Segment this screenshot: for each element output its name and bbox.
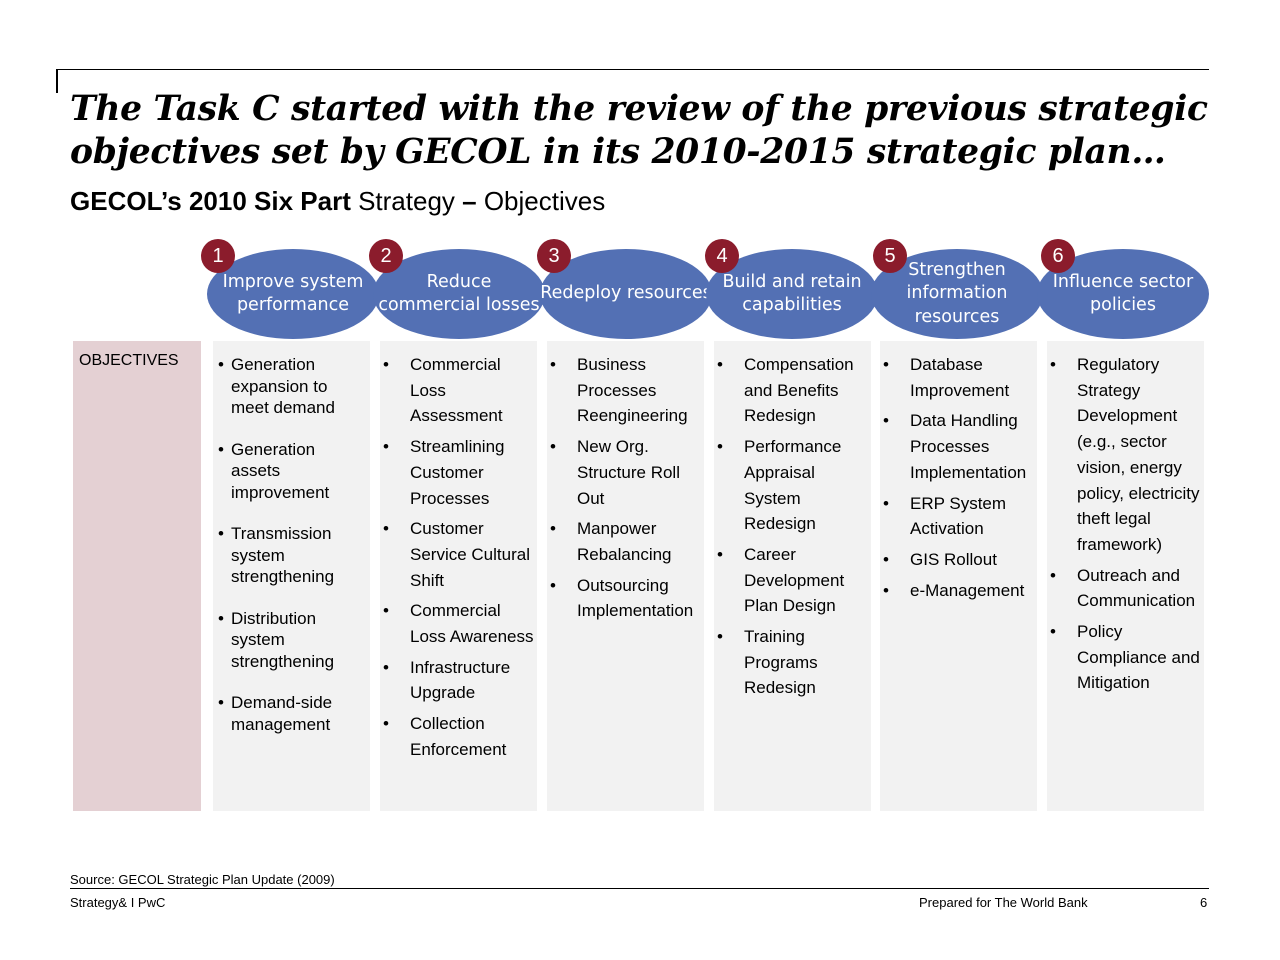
pillar-5-number-badge: 5	[873, 239, 907, 273]
slide-subtitle: GECOL’s 2010 Six Part Strategy – Objecti…	[70, 186, 605, 217]
list-item: Infrastructure Upgrade	[380, 655, 540, 706]
pillar-3-objectives: Business Processes Reengineering New Org…	[547, 352, 707, 629]
pillar-3-column: Business Processes Reengineering New Org…	[547, 341, 704, 811]
list-item: Data Handling Processes Implementation	[880, 408, 1037, 485]
pillar-2-number-badge: 2	[369, 239, 403, 273]
list-item: Customer Service Cultural Shift	[380, 516, 540, 593]
list-item: Transmission system strengthening	[218, 523, 368, 588]
list-item: e-Management	[880, 578, 1037, 604]
source-note: Source: GECOL Strategic Plan Update (200…	[70, 872, 335, 887]
pillar-2-objectives: Commercial Loss Assessment Streamlining …	[380, 352, 540, 768]
list-item: Career Development Plan Design	[714, 542, 871, 619]
pillar-1-column: Generation expansion to meet demand Gene…	[213, 341, 370, 811]
list-item: Distribution system strengthening	[218, 608, 368, 673]
footer-rule	[70, 888, 1209, 889]
objectives-label: OBJECTIVES	[79, 352, 179, 369]
list-item: Collection Enforcement	[380, 711, 540, 762]
top-rule	[56, 69, 1209, 70]
pillar-4-number-badge: 4	[705, 239, 739, 273]
pillar-1-objectives: Generation expansion to meet demand Gene…	[218, 354, 368, 755]
pillar-5-column: Database Improvement Data Handling Proce…	[880, 341, 1037, 811]
footer-prepared-for: Prepared for The World Bank	[919, 895, 1088, 910]
list-item: Commercial Loss Assessment	[380, 352, 540, 429]
list-item: Manpower Rebalancing	[547, 516, 707, 567]
slide-title: The Task C started with the review of th…	[70, 89, 1208, 172]
list-item: Performance Appraisal System Redesign	[714, 434, 871, 537]
subtitle-dash: –	[462, 186, 477, 216]
pillar-6-column: Regulatory Strategy Development (e.g., s…	[1047, 341, 1204, 811]
pillar-3-number-badge: 3	[537, 239, 571, 273]
top-rule-tick	[56, 69, 58, 93]
list-item: Regulatory Strategy Development (e.g., s…	[1047, 352, 1204, 558]
pillar-4-objectives: Compensation and Benefits Redesign Perfo…	[714, 352, 871, 706]
list-item: Compensation and Benefits Redesign	[714, 352, 871, 429]
list-item: Training Programs Redesign	[714, 624, 871, 701]
list-item: Streamlining Customer Processes	[380, 434, 540, 511]
list-item: Policy Compliance and Mitigation	[1047, 619, 1204, 696]
list-item: Demand-side management	[218, 692, 368, 735]
pillar-2-column: Commercial Loss Assessment Streamlining …	[380, 341, 537, 811]
list-item: Database Improvement	[880, 352, 1037, 403]
pillar-6-number-badge: 6	[1041, 239, 1075, 273]
pillar-1-oval: Improve system performance	[207, 249, 379, 339]
list-item: Generation assets improvement	[218, 439, 368, 504]
list-item: Generation expansion to meet demand	[218, 354, 368, 419]
pillar-5-objectives: Database Improvement Data Handling Proce…	[880, 352, 1037, 608]
subtitle-part-1: Strategy	[350, 186, 463, 216]
pillar-6-oval: Influence sector policies	[1037, 249, 1209, 339]
objectives-label-box: OBJECTIVES	[73, 341, 201, 811]
footer-brand: Strategy& I PwC	[70, 895, 166, 910]
pillar-2-oval: Reduce commercial losses	[373, 249, 545, 339]
list-item: GIS Rollout	[880, 547, 1037, 573]
pillar-4-column: Compensation and Benefits Redesign Perfo…	[714, 341, 871, 811]
list-item: Business Processes Reengineering	[547, 352, 707, 429]
list-item: Commercial Loss Awareness	[380, 598, 540, 649]
list-item: Outreach and Communication	[1047, 563, 1204, 614]
page-number: 6	[1200, 895, 1208, 910]
list-item: New Org. Structure Roll Out	[547, 434, 707, 511]
subtitle-part-2: Objectives	[476, 186, 606, 216]
subtitle-bold: GECOL’s 2010 Six Part	[70, 186, 351, 216]
pillar-1-number-badge: 1	[201, 239, 235, 273]
pillar-6-objectives: Regulatory Strategy Development (e.g., s…	[1047, 352, 1204, 701]
list-item: ERP System Activation	[880, 491, 1037, 542]
pillar-5-oval: Strengthen information resources	[871, 249, 1043, 339]
list-item: Outsourcing Implementation	[547, 573, 707, 624]
